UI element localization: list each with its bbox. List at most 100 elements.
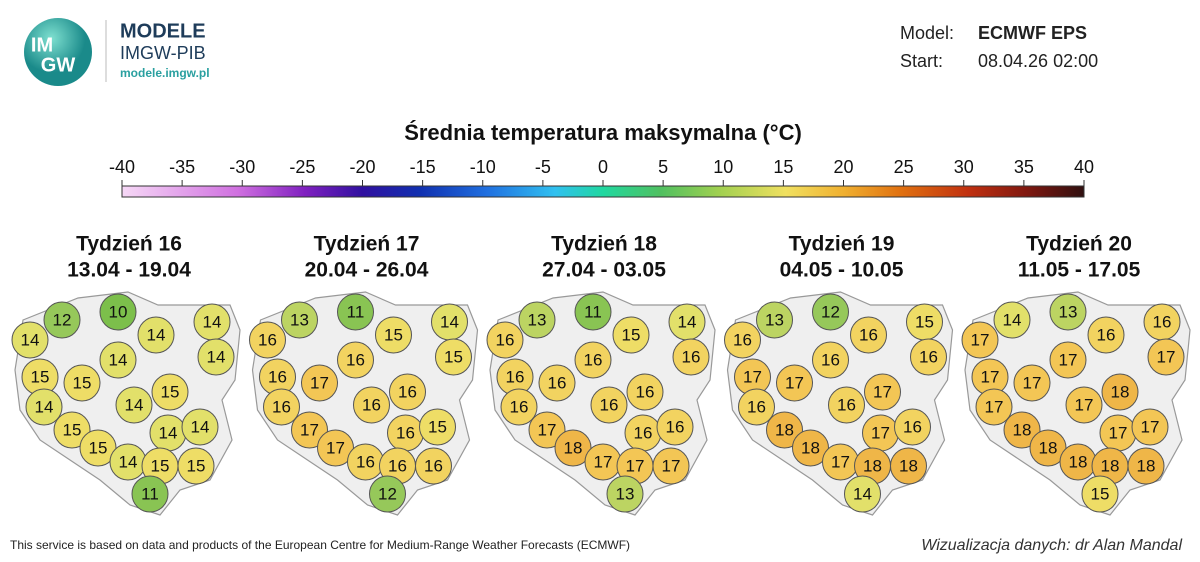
temperature-label: 17 (785, 373, 804, 392)
panel-dates: 04.05 - 10.05 (780, 259, 904, 282)
temperature-label: 17 (873, 382, 892, 401)
temperature-label: 12 (53, 310, 72, 329)
temperature-label: 18 (1039, 438, 1058, 457)
temperature-label: 17 (326, 438, 345, 457)
temperature-label: 14 (109, 350, 128, 369)
colorbar-tick-label: -40 (109, 157, 135, 177)
panel-title: Tydzień 18 (551, 233, 657, 256)
temperature-label: 11 (347, 302, 365, 321)
temperature-label: 16 (747, 397, 766, 416)
temperature-marker (1127, 447, 1165, 485)
colorbar-tick-label: 40 (1074, 157, 1094, 177)
temperature-marker (766, 411, 803, 449)
temperature-label: 15 (622, 325, 641, 344)
temperature-marker (528, 411, 566, 449)
colorbar (121, 185, 1085, 198)
temperature-marker (1147, 338, 1185, 376)
temperature-label: 10 (109, 302, 128, 321)
temperature-marker (612, 316, 650, 354)
temperature-marker (652, 447, 690, 485)
temperature-marker (11, 321, 49, 359)
temperature-label: 17 (743, 367, 762, 386)
temperature-marker (626, 373, 664, 411)
temperature-label: 17 (985, 397, 1004, 416)
model-label: Model: (900, 23, 954, 43)
colorbar-tick-label: 35 (1014, 157, 1034, 177)
temperature-label: 13 (290, 310, 309, 329)
temperature-label: 14 (1003, 310, 1022, 329)
temperature-label: 16 (733, 330, 752, 349)
temperature-label: 14 (207, 347, 226, 366)
temperature-marker (606, 475, 644, 513)
temperature-label: 17 (300, 420, 319, 439)
temperature-label: 16 (859, 325, 878, 344)
temperature-label: 16 (356, 452, 375, 471)
temperature-label: 14 (21, 330, 40, 349)
temperature-marker (435, 338, 472, 376)
temperature-label: 17 (1059, 350, 1078, 369)
temperature-marker (99, 341, 137, 379)
temperature-label: 17 (971, 330, 990, 349)
temperature-marker (177, 447, 215, 485)
temperature-label: 13 (528, 310, 547, 329)
temperature-label: 13 (1059, 302, 1078, 321)
temperature-label: 13 (616, 484, 635, 503)
temperature-marker (389, 373, 426, 411)
temperature-label: 16 (496, 330, 515, 349)
temperature-label: 16 (548, 373, 567, 392)
temperature-label: 15 (151, 456, 170, 475)
temperature-marker (197, 338, 235, 376)
temperature-label: 16 (398, 382, 417, 401)
temperature-label: 14 (678, 312, 697, 331)
temperature-marker (1101, 373, 1139, 411)
temperature-marker (63, 364, 101, 402)
colorbar-tick-label: 15 (773, 157, 793, 177)
temperature-marker (486, 321, 524, 359)
colorbar-tick-label: 10 (713, 157, 733, 177)
colorbar-tick-label: -5 (535, 157, 551, 177)
temperature-marker (828, 386, 865, 424)
temperature-label: 17 (662, 456, 681, 475)
temperature-label: 18 (1137, 456, 1156, 475)
temperature-marker (263, 388, 300, 426)
temperature-label: 17 (1157, 347, 1176, 366)
temperature-label: 11 (141, 484, 159, 503)
temperature-marker (291, 411, 328, 449)
temperature-label: 16 (268, 367, 287, 386)
temperature-marker (99, 293, 137, 331)
temperature-label: 17 (594, 452, 613, 471)
temperature-marker (590, 386, 628, 424)
temperature-marker (1087, 316, 1125, 354)
panel-dates: 20.04 - 26.04 (305, 259, 429, 282)
temperature-label: 16 (837, 395, 856, 414)
temperature-label: 12 (821, 302, 840, 321)
colorbar-tick-label: -30 (229, 157, 255, 177)
temperature-label: 14 (159, 423, 178, 442)
colorbar-tick-label: 30 (954, 157, 974, 177)
temperature-label: 15 (428, 417, 447, 436)
footer-credit: Wizualizacja danych: dr Alan Mandal (921, 537, 1182, 554)
temperature-label: 15 (915, 312, 934, 331)
temperature-label: 16 (510, 397, 529, 416)
temperature-label: 17 (310, 373, 329, 392)
temperature-label: 17 (626, 456, 645, 475)
temperature-label: 16 (258, 330, 277, 349)
org: IMGW-PIB (120, 43, 206, 63)
temperature-marker (1131, 408, 1169, 446)
brand: MODELE (120, 20, 206, 42)
temperature-label: 12 (378, 484, 397, 503)
temperature-label: 16 (634, 423, 653, 442)
temperature-marker (812, 341, 849, 379)
temperature-marker (812, 293, 849, 331)
temperature-label: 18 (899, 456, 918, 475)
panel-dates: 27.04 - 03.05 (542, 259, 666, 282)
temperature-marker (776, 364, 813, 402)
temperature-marker (1049, 341, 1087, 379)
temperature-label: 16 (424, 456, 443, 475)
temperature-label: 16 (346, 350, 365, 369)
temperature-marker (975, 388, 1013, 426)
temperature-marker (1065, 386, 1103, 424)
temperature-label: 16 (821, 350, 840, 369)
temperature-marker (369, 475, 406, 513)
